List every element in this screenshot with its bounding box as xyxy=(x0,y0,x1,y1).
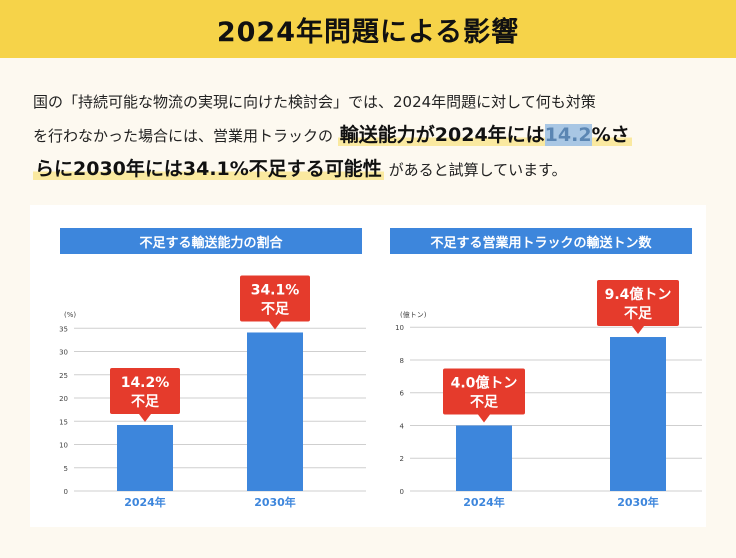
callout-value: 34.1% xyxy=(251,282,300,298)
bar xyxy=(117,424,173,491)
y-tick-label: 30 xyxy=(59,349,68,357)
x-tick-label: 2030年 xyxy=(254,495,296,509)
y-tick-label: 25 xyxy=(59,372,68,380)
highlight-capacity: 輸送能力が2024年には14.2%さ xyxy=(337,124,632,146)
y-tick-label: 8 xyxy=(400,357,404,365)
callout-pointer xyxy=(632,326,644,335)
callout-box xyxy=(110,367,180,414)
callout-pointer xyxy=(139,413,151,422)
callout-box xyxy=(597,280,679,327)
intro-line-2: を行わなかった場合には、営業用トラックの 輸送能力が2024年には14.2%さ xyxy=(33,119,713,153)
y-tick-label: 5 xyxy=(64,465,68,473)
callout-box xyxy=(240,275,310,322)
callout-value: 14.2% xyxy=(121,375,170,391)
chart-title: 不足する営業用トラックの輸送トン数 xyxy=(390,228,692,254)
intro-line-3-text: があると試算しています。 xyxy=(383,161,567,179)
y-tick-label: 0 xyxy=(64,488,68,496)
page-header: 2024年問題による影響 xyxy=(0,0,736,58)
y-tick-label: 6 xyxy=(400,390,405,398)
y-tick-label: 10 xyxy=(395,324,404,332)
page-title: 2024年問題による影響 xyxy=(216,16,520,48)
y-tick-label: 4 xyxy=(400,422,405,430)
x-tick-label: 2024年 xyxy=(463,495,505,509)
y-tick-label: 0 xyxy=(400,488,404,496)
callout-value: 9.4億トン xyxy=(605,286,672,303)
unit-label: (億トン) xyxy=(400,310,427,319)
intro-paragraph: 国の「持続可能な物流の実現に向けた検討会」では、2024年問題に対して何も対策 … xyxy=(33,86,713,187)
intro-line-1: 国の「持続可能な物流の実現に向けた検討会」では、2024年問題に対して何も対策 xyxy=(33,93,596,111)
callout-box xyxy=(443,368,525,415)
callout-label: 不足 xyxy=(470,394,499,410)
callout-pointer xyxy=(478,414,490,423)
unit-label: (%) xyxy=(64,311,76,319)
y-tick-label: 20 xyxy=(59,395,68,403)
intro-line-2-text: を行わなかった場合には、営業用トラックの xyxy=(33,127,338,145)
bar-chart: (%) 0 5 10 15 20 25 30 35 2024年 14.2% 不足 2030年 34.1% 不… xyxy=(59,275,366,509)
callout-pointer xyxy=(269,321,281,330)
chart-shortage-ratio: 不足する輸送能力の割合 (%) 0 5 10 15 20 25 30 35 2024年 14.2% 不… xyxy=(50,205,370,527)
highlight-capacity-a: 輸送能力が2024年には xyxy=(339,124,545,146)
charts-panel: 不足する輸送能力の割合 (%) 0 5 10 15 20 25 30 35 2024年 14.2% 不… xyxy=(30,205,706,527)
chart-shortage-tonnage: 不足する営業用トラックの輸送トン数 (億トン) 0 2 4 6 8 10 2024年 4.0億ト… xyxy=(386,205,706,527)
y-tick-label: 2 xyxy=(400,455,404,463)
callout-label: 不足 xyxy=(624,306,653,322)
highlight-capacity-b: %さ xyxy=(591,124,630,146)
x-tick-label: 2030年 xyxy=(617,495,659,509)
bar xyxy=(456,425,512,491)
bar xyxy=(247,332,303,491)
callout-value: 4.0億トン xyxy=(451,374,518,391)
callout-label: 不足 xyxy=(261,301,290,317)
bar xyxy=(610,337,666,491)
callout-label: 不足 xyxy=(131,394,160,410)
highlight-2030: らに2030年には34.1%不足する可能性 xyxy=(33,158,384,180)
intro-line-3: らに2030年には34.1%不足する可能性 があると試算しています。 xyxy=(33,153,713,187)
chart-title: 不足する輸送能力の割合 xyxy=(60,228,362,254)
y-tick-label: 15 xyxy=(59,418,68,426)
y-tick-label: 35 xyxy=(59,325,68,333)
x-tick-label: 2024年 xyxy=(124,495,166,509)
highlight-selected-value: 14.2 xyxy=(544,124,592,146)
y-tick-label: 10 xyxy=(59,442,68,450)
